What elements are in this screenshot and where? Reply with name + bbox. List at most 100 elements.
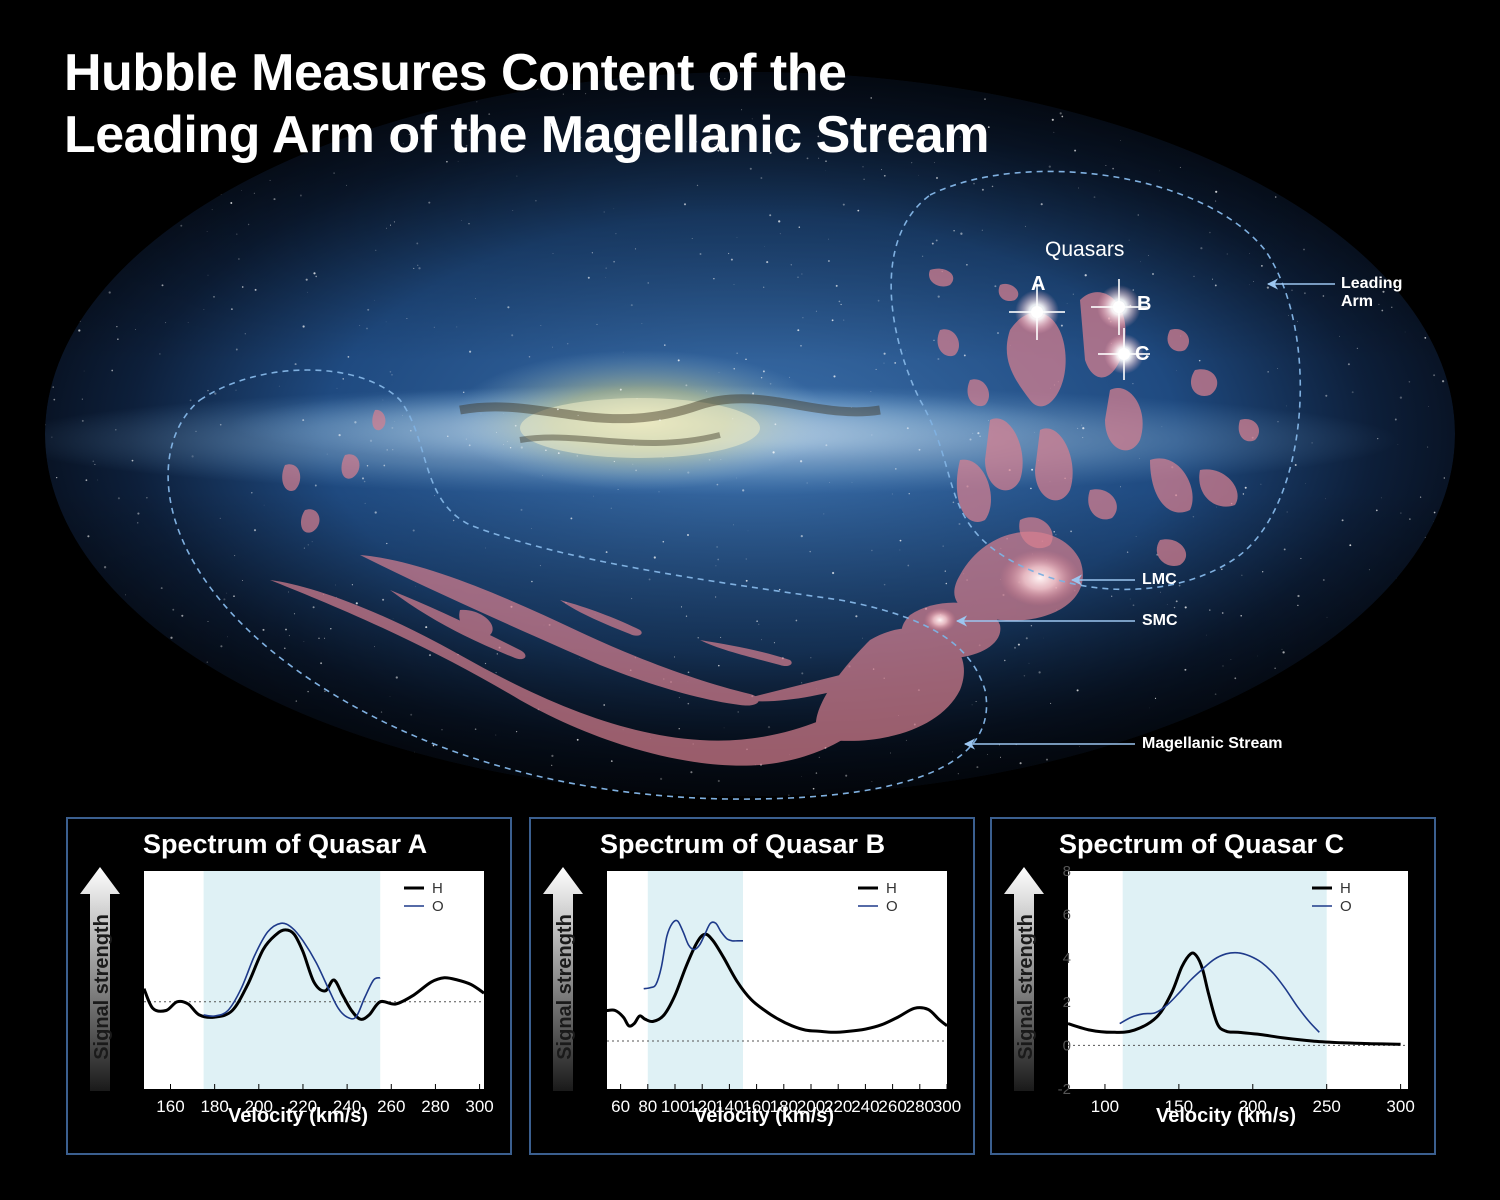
background-star xyxy=(662,540,665,543)
background-star xyxy=(1162,82,1165,85)
background-star xyxy=(162,653,164,655)
background-star xyxy=(619,388,622,391)
background-star xyxy=(366,465,369,467)
background-star xyxy=(461,220,462,221)
background-star xyxy=(227,636,229,638)
background-star xyxy=(302,419,305,422)
background-star xyxy=(799,460,803,463)
spectrum-panel-c: Spectrum of Quasar C Signal strength -2 0 2… xyxy=(990,817,1436,1155)
background-star xyxy=(288,591,289,593)
background-star xyxy=(1391,306,1393,308)
background-star xyxy=(551,754,554,758)
background-star xyxy=(314,484,317,487)
background-star xyxy=(741,109,743,111)
x-tick-label: 200 xyxy=(245,1097,273,1116)
background-star xyxy=(798,226,801,228)
background-star xyxy=(111,369,114,372)
background-star xyxy=(797,329,800,332)
background-star xyxy=(1438,583,1441,586)
background-star xyxy=(1260,483,1262,485)
background-star xyxy=(862,166,864,168)
leading-arm-label-line-2: Arm xyxy=(1341,293,1374,310)
background-star xyxy=(299,194,302,197)
background-star xyxy=(189,399,192,402)
background-star xyxy=(1445,93,1448,96)
background-star xyxy=(883,583,886,586)
background-star xyxy=(1286,405,1287,407)
background-star xyxy=(662,457,664,458)
background-star xyxy=(1277,420,1279,423)
background-star xyxy=(195,430,197,433)
background-star xyxy=(1380,497,1382,499)
background-star xyxy=(863,178,865,180)
y-tick-label: 0 xyxy=(1063,1037,1071,1054)
background-star xyxy=(1303,292,1306,295)
background-star xyxy=(391,374,393,376)
background-star xyxy=(826,88,828,90)
background-star xyxy=(1262,571,1264,573)
smc-label: SMC xyxy=(1142,612,1178,629)
background-star xyxy=(284,647,286,650)
background-star xyxy=(562,93,564,95)
background-star xyxy=(1173,606,1176,609)
background-star xyxy=(386,542,388,545)
background-star xyxy=(49,779,52,782)
background-star xyxy=(212,682,215,685)
background-star xyxy=(92,460,95,463)
background-star xyxy=(1132,382,1134,385)
background-star xyxy=(207,389,209,392)
background-star xyxy=(145,653,147,655)
background-star xyxy=(217,733,219,735)
background-star xyxy=(78,329,81,332)
background-star xyxy=(366,327,368,330)
background-star xyxy=(307,690,309,693)
background-star xyxy=(566,342,569,345)
background-star xyxy=(302,325,305,328)
background-star xyxy=(402,414,403,416)
background-star xyxy=(1192,724,1194,727)
background-star xyxy=(648,578,651,581)
background-star xyxy=(60,642,62,644)
background-star xyxy=(1293,105,1296,107)
background-star xyxy=(392,617,394,619)
background-star xyxy=(1112,167,1114,170)
background-star xyxy=(871,780,873,782)
background-star xyxy=(1249,284,1250,286)
background-star xyxy=(361,790,362,791)
background-star xyxy=(1030,625,1033,627)
x-tick-label: 160 xyxy=(742,1097,770,1116)
background-star xyxy=(285,713,287,715)
background-star xyxy=(1176,370,1178,371)
background-star xyxy=(883,174,886,177)
background-star xyxy=(1053,131,1055,133)
background-star xyxy=(85,731,88,734)
background-star xyxy=(664,125,667,128)
background-star xyxy=(658,135,661,137)
background-star xyxy=(806,157,809,160)
background-star xyxy=(634,79,636,82)
background-star xyxy=(170,636,173,639)
background-star xyxy=(1424,337,1427,339)
background-star xyxy=(815,772,818,774)
background-star xyxy=(767,725,771,729)
background-star xyxy=(1415,131,1418,134)
background-star xyxy=(1017,643,1020,646)
background-star xyxy=(142,721,145,724)
background-star xyxy=(1406,617,1409,621)
background-star xyxy=(1394,418,1397,421)
background-star xyxy=(678,696,681,699)
background-star xyxy=(1166,573,1168,574)
background-star xyxy=(1140,261,1142,263)
background-star xyxy=(718,371,720,373)
background-star xyxy=(284,784,286,787)
background-star xyxy=(1148,707,1150,709)
background-star xyxy=(831,319,834,322)
background-star xyxy=(809,89,811,91)
magellanic-stream-label: Magellanic Stream xyxy=(1142,735,1283,752)
background-star xyxy=(907,564,910,567)
spectrum-c-xlabel: Velocity (km/s) xyxy=(1156,1105,1297,1127)
background-star xyxy=(410,713,413,716)
background-star xyxy=(336,387,338,389)
background-star xyxy=(1038,671,1041,674)
background-star xyxy=(71,295,73,298)
